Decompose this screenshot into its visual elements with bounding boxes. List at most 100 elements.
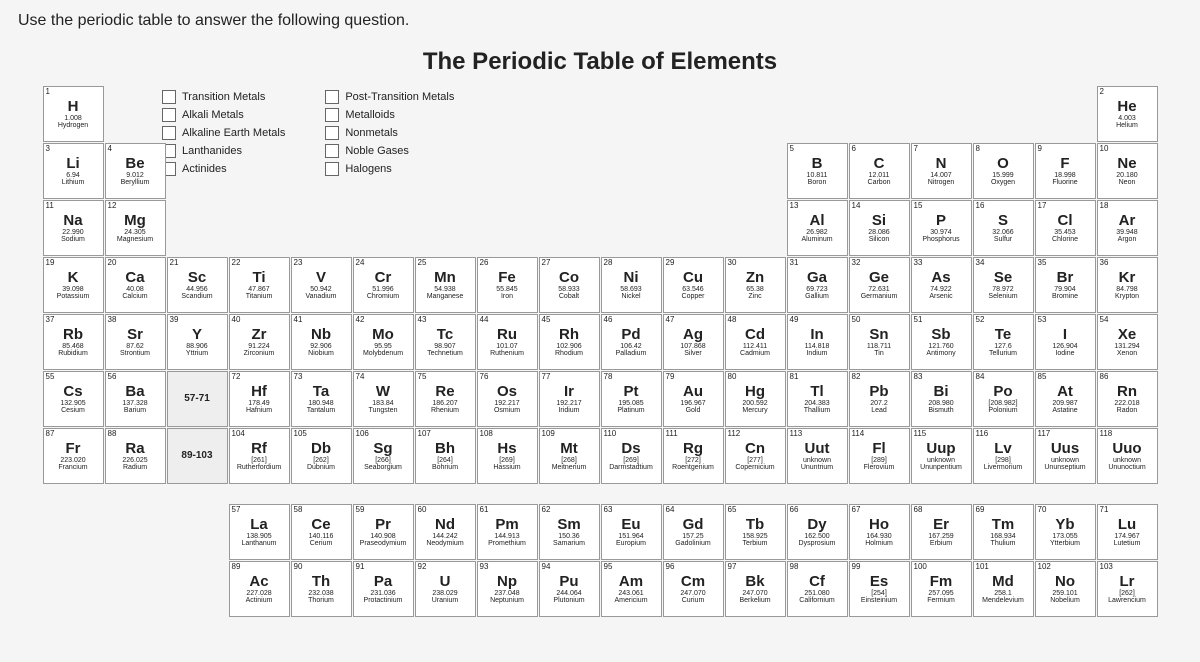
element-name: Arsenic [929,293,952,300]
atomic-mass: 112.411 [743,343,767,350]
element-name: Actinium [246,597,273,604]
element-cell: 86Rn222.018Radon [1097,371,1158,427]
element-symbol: Fl [872,441,885,457]
element-name: Copper [682,293,705,300]
atomic-mass: unknown [927,457,955,464]
element-name: Xenon [1117,350,1137,357]
atomic-mass: 174.967 [1114,533,1139,540]
element-cell: 23V50.942Vanadium [291,257,352,313]
atomic-mass: 158.925 [742,533,767,540]
atomic-mass: 51.996 [372,286,393,293]
legend-swatch [325,162,339,176]
question-text: Use the periodic table to answer the fol… [0,0,1200,42]
atomic-mass: 92.906 [310,343,331,350]
element-symbol: Sr [127,327,143,343]
atomic-number: 99 [852,563,861,571]
element-cell: 11Na22.990Sodium [43,200,104,256]
atomic-mass: 85.468 [62,343,83,350]
element-symbol: B [812,156,823,172]
legend-swatch [325,90,339,104]
legend-item: Lanthanides [162,144,285,158]
atomic-number: 6 [852,145,856,153]
element-name: Chlorine [1052,236,1078,243]
element-cell: 24Cr51.996Chromium [353,257,414,313]
atomic-mass: 39.948 [1116,229,1137,236]
atomic-mass: [289] [871,457,887,464]
element-symbol: Cn [745,441,765,457]
atomic-number: 8 [976,145,980,153]
legend-item: Noble Gases [325,144,454,158]
element-name: Barium [124,407,146,414]
atomic-number: 94 [542,563,551,571]
atomic-mass: 244.064 [556,590,581,597]
element-symbol: Uus [1051,441,1079,457]
element-name: Niobium [308,350,334,357]
atomic-mass: 137.328 [122,400,147,407]
element-cell: 56Ba137.328Barium [105,371,166,427]
element-name: Titanium [246,293,273,300]
element-symbol: Pr [375,517,391,533]
atomic-number: 89 [232,563,241,571]
atomic-mass: [254] [871,590,887,597]
element-cell: 100Fm257.095Fermium [911,561,972,617]
element-symbol: Pd [621,327,640,343]
element-name: Phosphorus [922,236,959,243]
element-name: Holmium [865,540,893,547]
atomic-mass: 84.798 [1116,286,1137,293]
element-name: Molybdenum [363,350,403,357]
element-symbol: Os [497,384,517,400]
element-name: Iridium [558,407,579,414]
element-cell: 65Tb158.925Terbium [725,504,786,560]
element-cell: 31Ga69.723Gallium [787,257,848,313]
atomic-mass: 101.07 [496,343,517,350]
element-symbol: Ar [1119,213,1136,229]
atomic-mass: 223.020 [60,457,85,464]
atomic-number: 72 [232,373,241,381]
element-symbol: C [874,156,885,172]
element-symbol: Co [559,270,579,286]
element-cell: 111Rg[272]Roentgenium [663,428,724,484]
atomic-number: 108 [480,430,493,438]
legend-swatch [162,126,176,140]
atomic-mass: 14.007 [930,172,951,179]
element-cell: 96Cm247.070Curium [663,561,724,617]
element-cell: 78Pt195.085Platinum [601,371,662,427]
legend-label: Actinides [182,163,227,175]
atomic-number: 32 [852,259,861,267]
element-cell: 43Tc98.907Technetium [415,314,476,370]
atomic-mass: 40.08 [126,286,144,293]
atomic-number: 36 [1100,259,1109,267]
element-name: Radium [123,464,147,471]
element-name: Osmium [494,407,520,414]
atomic-number: 65 [728,506,737,514]
atomic-number: 100 [914,563,927,571]
atomic-number: 19 [46,259,55,267]
element-symbol: Pm [495,517,518,533]
element-cell: 77Ir192.217Iridium [539,371,600,427]
atomic-mass: 238.029 [432,590,457,597]
element-name: Bismuth [928,407,953,414]
element-cell: 47Ag107.868Silver [663,314,724,370]
element-cell: 38Sr87.62Strontium [105,314,166,370]
element-symbol: K [68,270,79,286]
element-cell: 13Al26.982Aluminum [787,200,848,256]
element-cell: 83Bi208.980Bismuth [911,371,972,427]
atomic-mass: [269] [623,457,639,464]
element-symbol: Ds [621,441,640,457]
element-name: Radon [1117,407,1138,414]
element-name: Platinum [617,407,644,414]
element-symbol: F [1060,156,1069,172]
atomic-number: 112 [728,430,741,438]
element-symbol: Lv [994,441,1012,457]
periodic-table: Transition MetalsPost-Transition MetalsA… [20,86,1180,617]
element-name: Polonium [988,407,1017,414]
atomic-mass: 186.207 [432,400,457,407]
atomic-number: 2 [1100,88,1104,96]
element-name: Flerovium [864,464,895,471]
atomic-number: 14 [852,202,861,210]
element-name: Nobelium [1050,597,1080,604]
atomic-number: 48 [728,316,737,324]
legend-label: Noble Gases [345,145,409,157]
element-cell: 74W183.84Tungsten [353,371,414,427]
element-name: Ununpentium [920,464,962,471]
